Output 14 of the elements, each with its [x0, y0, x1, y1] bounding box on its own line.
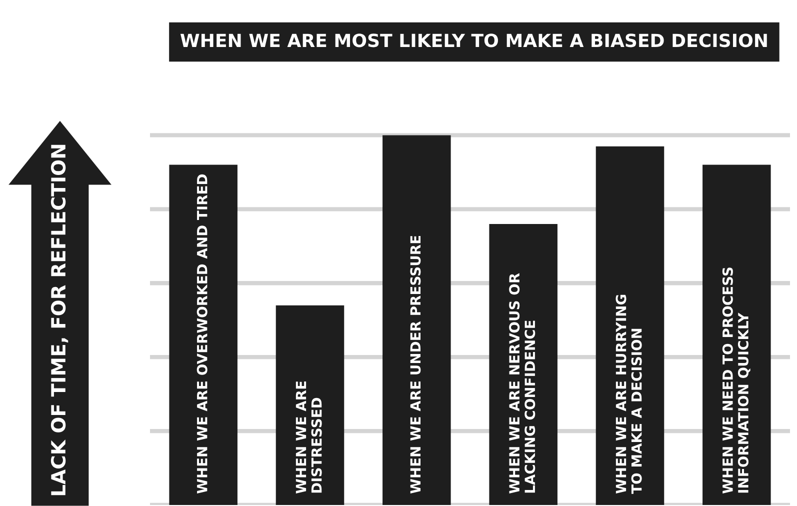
- chart-title: WHEN WE ARE MOST LIKELY TO MAKE A BIASED DECISION: [180, 34, 767, 48]
- bar: [382, 135, 451, 505]
- x-tick-label: WHEN WE ARE UNDER PRESSURE: [410, 236, 421, 494]
- bar: [596, 146, 664, 505]
- x-tick-label: WHEN WE ARE NERVOUS OR LACKING CONFIDENCE: [509, 273, 536, 494]
- bar: [276, 305, 344, 505]
- x-tick-label: WHEN WE ARE HURRYING TO MAKE A DECISION: [616, 294, 642, 494]
- bar: [489, 224, 558, 505]
- y-axis-title: LACK OF TIME, FOR REFLECTION: [50, 144, 68, 496]
- x-tick-label: WHEN WE ARE DISTRESSED: [296, 381, 322, 494]
- x-tick-label: WHEN WE NEED TO PROCESS INFORMATION QUICKLY: [722, 268, 750, 494]
- bar: [169, 164, 238, 505]
- bar: [702, 164, 771, 505]
- x-tick-label: WHEN WE ARE OVERWORKED AND TIRED: [196, 174, 208, 494]
